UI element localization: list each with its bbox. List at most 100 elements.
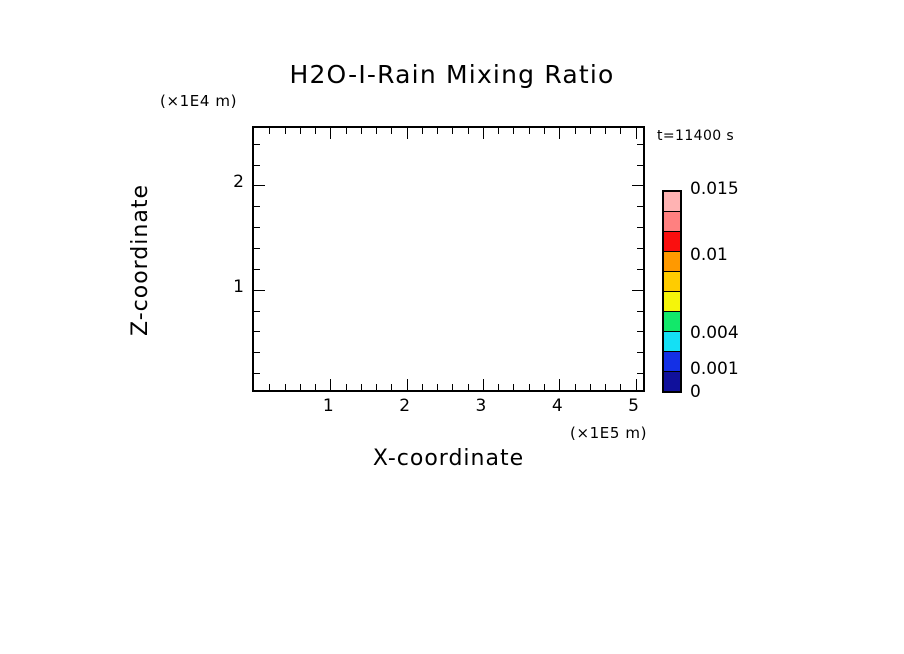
minor-tick-x [437, 384, 439, 390]
minor-tick-y [254, 206, 260, 208]
minor-tick-x [315, 128, 317, 134]
minor-tick-x [513, 128, 515, 134]
colorbar-band-8 [664, 212, 680, 232]
minor-tick-y [637, 206, 643, 208]
time-annotation: t=11400 s [657, 128, 735, 144]
minor-tick-x [452, 384, 454, 390]
major-tick-y [254, 185, 265, 187]
minor-tick-y [254, 352, 260, 354]
minor-tick-x [269, 128, 271, 134]
colorbar-band-5 [664, 272, 680, 292]
minor-tick-y [637, 352, 643, 354]
major-tick-x [482, 128, 484, 139]
colorbar-band-2 [664, 332, 680, 352]
major-tick-y [254, 289, 265, 291]
minor-tick-x [437, 128, 439, 134]
x-tick-label: 5 [628, 396, 639, 416]
colorbar-tick-label: 0 [690, 382, 701, 402]
minor-tick-y [637, 227, 643, 229]
minor-tick-x [391, 384, 393, 390]
minor-tick-x [284, 128, 286, 134]
x-tick-label: 4 [551, 396, 563, 416]
minor-tick-y [637, 247, 643, 249]
x-tick-label: 1 [322, 396, 334, 416]
colorbar-band-3 [664, 312, 680, 332]
minor-tick-x [513, 384, 515, 390]
minor-tick-y [254, 227, 260, 229]
major-tick-x [330, 379, 332, 390]
minor-tick-y [254, 268, 260, 270]
data-field [254, 128, 643, 390]
colorbar-band-0 [664, 372, 680, 391]
minor-tick-x [467, 384, 469, 390]
minor-tick-x [376, 128, 378, 134]
colorbar-band-4 [664, 292, 680, 312]
minor-tick-x [345, 128, 347, 134]
minor-tick-x [299, 128, 301, 134]
colorbar [662, 190, 682, 393]
minor-tick-x [269, 384, 271, 390]
minor-tick-y [637, 331, 643, 333]
major-tick-x [406, 379, 408, 390]
minor-tick-x [620, 384, 622, 390]
minor-tick-x [543, 128, 545, 134]
major-tick-y [632, 289, 643, 291]
minor-tick-x [589, 384, 591, 390]
minor-tick-x [360, 128, 362, 134]
minor-tick-y [637, 164, 643, 166]
page-title: H2O-I-Rain Mixing Ratio [289, 60, 615, 89]
minor-tick-x [360, 384, 362, 390]
x-tick-label: 2 [399, 396, 411, 416]
minor-tick-y [254, 310, 260, 312]
minor-tick-y [254, 164, 260, 166]
minor-tick-x [543, 384, 545, 390]
minor-tick-x [345, 384, 347, 390]
minor-tick-y [254, 143, 260, 145]
minor-tick-x [284, 384, 286, 390]
major-tick-x [635, 379, 637, 390]
minor-tick-x [315, 384, 317, 390]
minor-tick-x [391, 128, 393, 134]
minor-tick-x [605, 128, 607, 134]
minor-tick-y [637, 310, 643, 312]
major-tick-x [635, 128, 637, 139]
minor-tick-x [498, 384, 500, 390]
colorbar-band-6 [664, 252, 680, 272]
minor-tick-x [452, 128, 454, 134]
major-tick-x [559, 128, 561, 139]
minor-tick-y [254, 373, 260, 375]
minor-tick-x [528, 384, 530, 390]
minor-tick-x [589, 128, 591, 134]
major-tick-x [559, 379, 561, 390]
y-axis-title: Z-coordinate [128, 184, 153, 336]
minor-tick-x [574, 128, 576, 134]
minor-tick-x [376, 384, 378, 390]
plot-area [252, 126, 645, 392]
minor-tick-x [605, 384, 607, 390]
colorbar-tick-label: 0.004 [690, 323, 739, 343]
major-tick-y [632, 185, 643, 187]
colorbar-tick-label: 0.015 [690, 179, 739, 199]
colorbar-tick-label: 0.01 [690, 245, 728, 265]
minor-tick-y [637, 268, 643, 270]
minor-tick-x [467, 128, 469, 134]
minor-tick-y [637, 373, 643, 375]
minor-tick-x [299, 384, 301, 390]
minor-tick-y [254, 247, 260, 249]
major-tick-x [482, 379, 484, 390]
major-tick-x [330, 128, 332, 139]
major-tick-x [406, 128, 408, 139]
y-axis-units-label: (×1E4 m) [160, 92, 238, 110]
minor-tick-x [498, 128, 500, 134]
minor-tick-x [528, 128, 530, 134]
x-axis-title: X-coordinate [372, 446, 525, 471]
colorbar-band-7 [664, 232, 680, 252]
x-tick-label: 3 [475, 396, 487, 416]
minor-tick-x [620, 128, 622, 134]
minor-tick-x [421, 128, 423, 134]
colorbar-band-1 [664, 352, 680, 372]
minor-tick-y [637, 143, 643, 145]
minor-tick-y [254, 331, 260, 333]
minor-tick-x [421, 384, 423, 390]
colorbar-band-9 [664, 192, 680, 212]
